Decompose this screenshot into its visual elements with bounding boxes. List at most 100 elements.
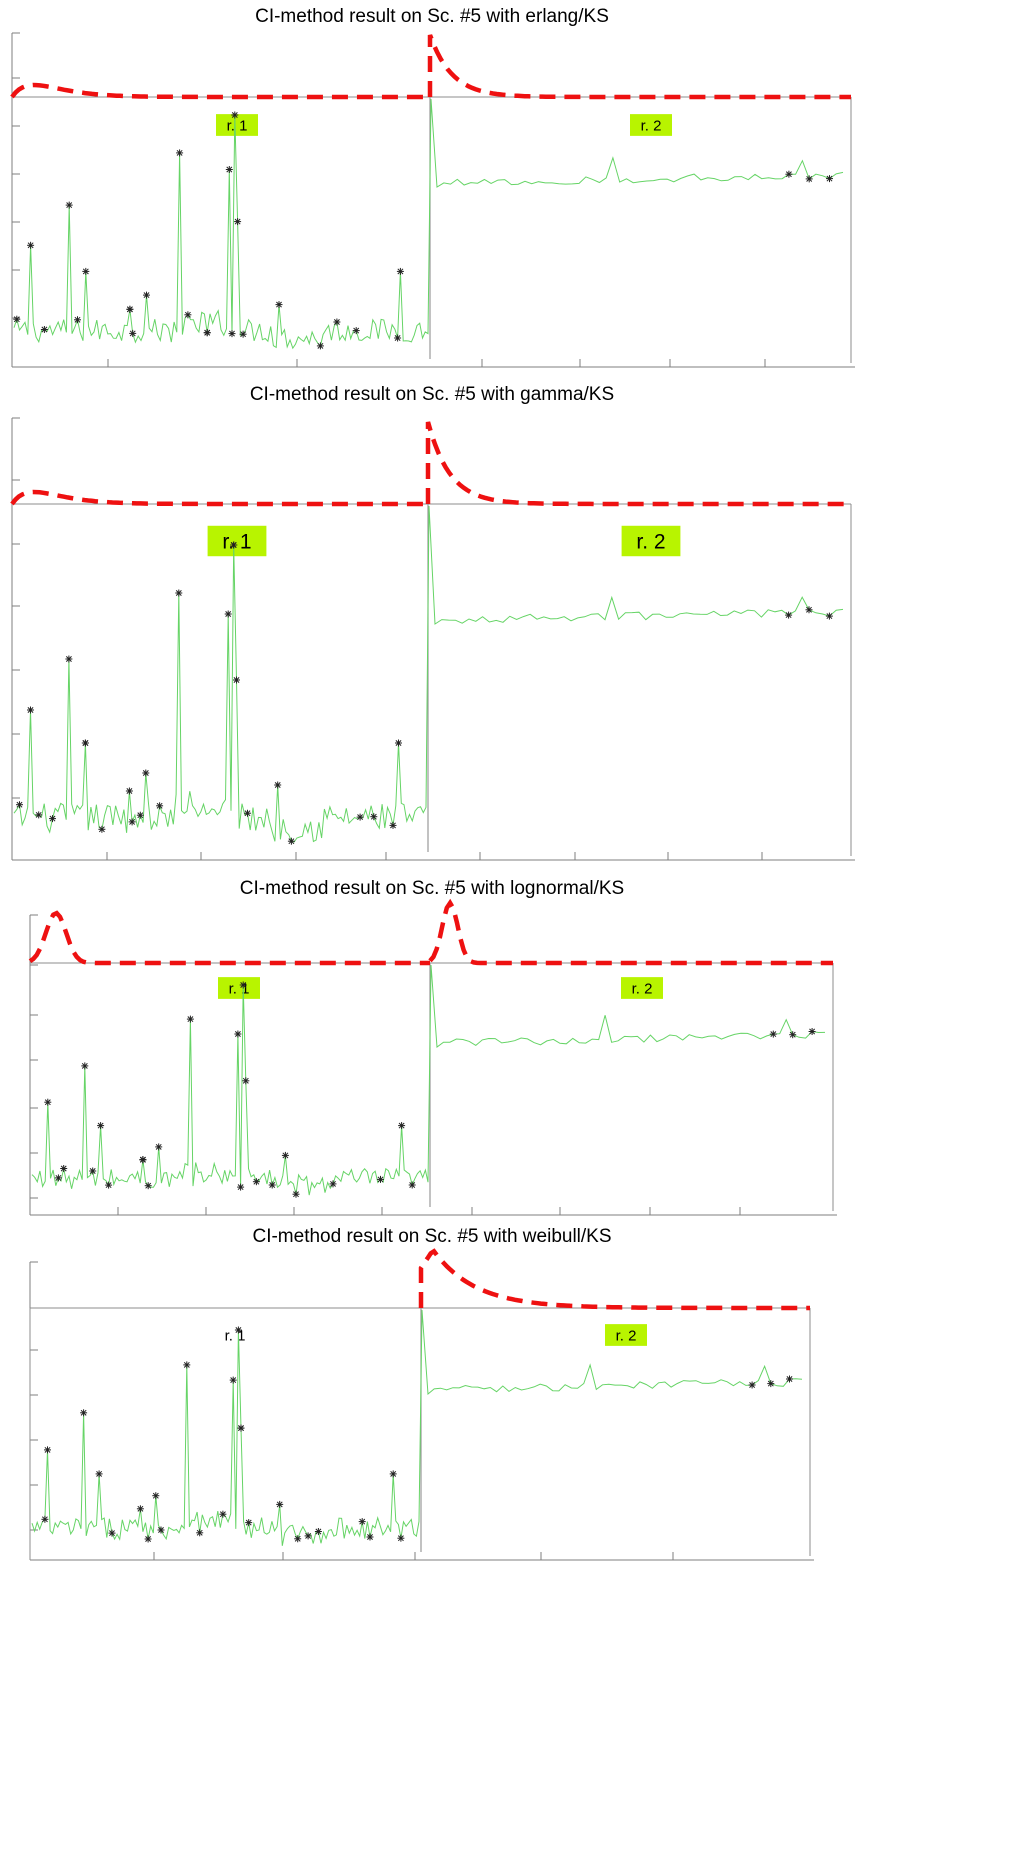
- marker-stroke: [196, 1529, 203, 1536]
- change-point-marker: [268, 1181, 276, 1189]
- change-point-marker: [789, 1031, 797, 1039]
- change-point-marker: [767, 1380, 775, 1388]
- change-point-marker: [225, 166, 233, 173]
- marker-stroke: [238, 1425, 244, 1432]
- marker-stroke: [395, 740, 402, 746]
- region-label-1: r. 1: [227, 117, 248, 134]
- marker-stroke: [390, 1470, 397, 1477]
- marker-stroke: [359, 1518, 366, 1525]
- change-point-marker: [41, 1515, 49, 1523]
- change-point-marker: [184, 311, 192, 319]
- change-point-marker: [785, 170, 793, 178]
- change-point-marker: [329, 1180, 337, 1188]
- change-point-marker: [89, 1167, 97, 1175]
- marker-stroke: [145, 1536, 152, 1542]
- marker-stroke: [789, 1031, 796, 1038]
- marker-stroke: [137, 1505, 144, 1512]
- change-point-marker: [27, 706, 34, 714]
- marker-stroke: [183, 1361, 190, 1368]
- marker-stroke: [377, 1176, 384, 1183]
- marker-stroke: [230, 542, 237, 548]
- change-point-marker: [233, 676, 240, 684]
- region-label-background: [621, 525, 681, 557]
- marker-stroke: [16, 801, 23, 808]
- marker-stroke: [225, 611, 232, 617]
- marker-stroke: [353, 327, 360, 334]
- change-point-marker: [252, 1178, 260, 1186]
- change-point-marker: [98, 825, 106, 833]
- marker-stroke: [158, 1527, 164, 1533]
- marker-stroke: [826, 613, 833, 620]
- panel-title: CI-method result on Sc. #5 with gamma/KS: [250, 384, 614, 405]
- marker-stroke: [80, 1409, 87, 1416]
- change-point-marker: [366, 1533, 374, 1541]
- marker-stroke: [749, 1382, 756, 1388]
- change-point-marker: [81, 1062, 89, 1070]
- region-label-background: [621, 977, 663, 999]
- change-point-marker: [44, 1446, 51, 1454]
- marker-stroke: [397, 268, 404, 275]
- marker-stroke: [139, 1156, 146, 1163]
- marker-stroke: [242, 1077, 249, 1084]
- marker-stroke: [41, 1516, 48, 1523]
- change-point-marker: [239, 330, 247, 338]
- density-curve-region-2: [425, 421, 851, 507]
- change-point-marker: [16, 801, 23, 809]
- change-point-marker: [370, 813, 378, 821]
- region-label-1: r. 1: [229, 980, 250, 997]
- change-point-marker: [408, 1181, 416, 1189]
- change-point-marker: [389, 821, 397, 829]
- change-point-marker: [40, 326, 48, 333]
- region-label-background: [630, 114, 672, 136]
- region-label-background: [605, 1324, 647, 1346]
- change-point-marker: [228, 330, 236, 338]
- change-point-marker: [396, 267, 404, 275]
- change-point-marker: [155, 1143, 163, 1151]
- change-point-marker: [294, 1535, 302, 1543]
- marker-stroke: [357, 814, 364, 821]
- marker-stroke: [244, 810, 251, 817]
- change-point-marker: [314, 1528, 322, 1535]
- change-point-marker: [156, 802, 164, 810]
- change-point-marker: [287, 837, 295, 845]
- marker-stroke: [315, 1528, 322, 1535]
- marker-stroke: [293, 1191, 299, 1198]
- marker-stroke: [235, 1327, 242, 1333]
- region-label-background: [207, 525, 267, 557]
- change-point-marker: [97, 1122, 105, 1130]
- marker-stroke: [60, 1165, 67, 1172]
- marker-stroke: [109, 1530, 115, 1537]
- marker-stroke: [98, 826, 105, 833]
- marker-stroke: [253, 1178, 260, 1185]
- change-point-marker: [144, 1535, 152, 1543]
- marker-stroke: [35, 811, 42, 818]
- change-point-marker: [27, 241, 35, 249]
- marker-stroke: [152, 1492, 159, 1499]
- marker-stroke: [333, 319, 340, 325]
- change-point-marker: [389, 1470, 397, 1478]
- change-point-marker: [234, 1326, 242, 1334]
- change-point-marker: [234, 1030, 242, 1038]
- change-point-marker: [13, 315, 21, 323]
- change-point-marker: [304, 1532, 312, 1540]
- change-point-marker: [395, 739, 402, 747]
- change-point-marker: [397, 1534, 405, 1542]
- change-point-marker: [203, 329, 211, 337]
- change-point-marker: [126, 305, 134, 313]
- change-point-marker: [805, 175, 813, 183]
- region-label-background: [218, 977, 260, 999]
- marker-stroke: [269, 1182, 276, 1188]
- marker-stroke: [176, 149, 183, 156]
- marker-stroke: [27, 707, 34, 713]
- density-curve-region-2: [428, 898, 833, 966]
- chart-panel-weibull: CI-method result on Sc. #5 with weibull/…: [29, 1226, 814, 1561]
- change-point-marker: [196, 1529, 204, 1537]
- change-point-marker: [60, 1165, 68, 1172]
- marker-stroke: [156, 802, 163, 809]
- marker-stroke: [231, 112, 238, 118]
- marker-stroke: [806, 175, 813, 182]
- change-point-marker: [394, 334, 402, 342]
- chart-panel-erlang: CI-method result on Sc. #5 with erlang/K…: [10, 6, 855, 368]
- change-point-marker: [292, 1190, 300, 1198]
